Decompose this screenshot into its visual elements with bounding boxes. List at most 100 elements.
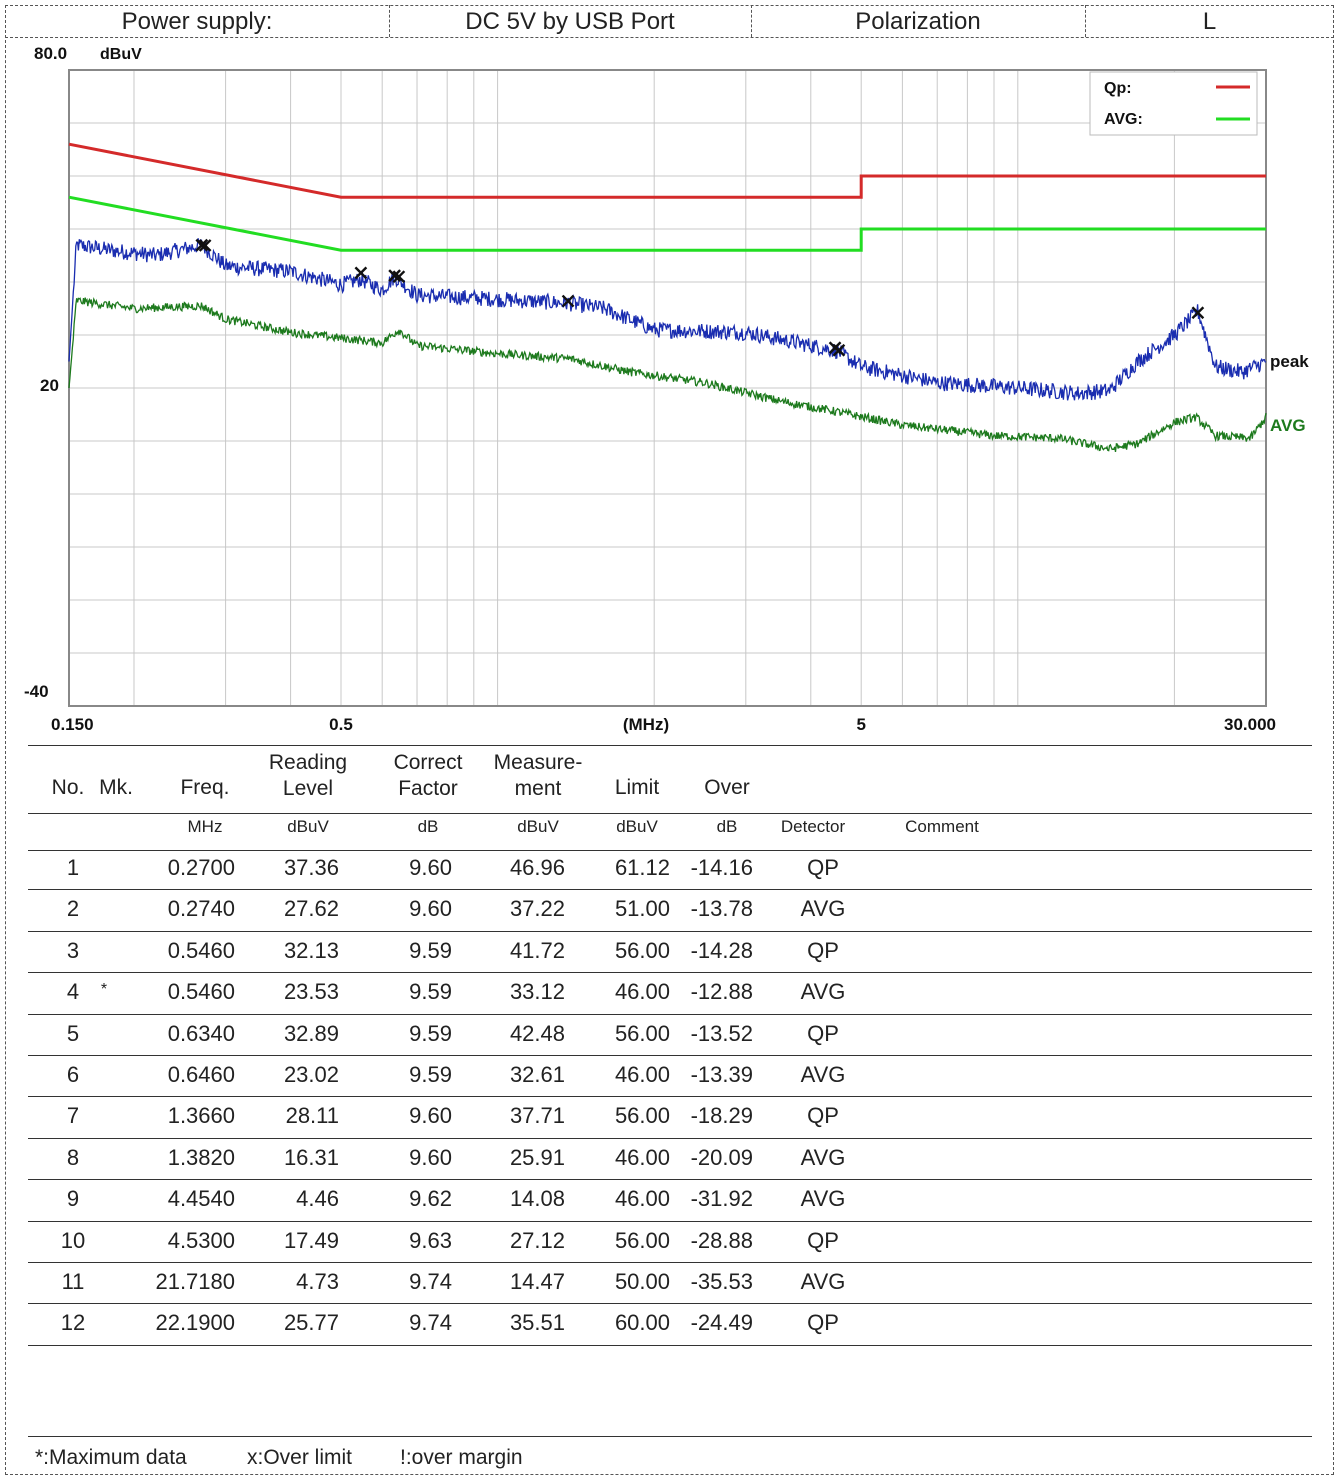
table-cell: 4.4540 bbox=[167, 1186, 235, 1212]
table-cell: 56.00 bbox=[614, 1103, 670, 1129]
marker-stroke bbox=[198, 239, 212, 252]
peak-marker bbox=[1191, 306, 1205, 320]
table-rule bbox=[28, 1303, 1312, 1305]
header-polarization-label: Polarization bbox=[855, 8, 981, 35]
table-cell: 37.36 bbox=[283, 855, 339, 880]
marker-stroke bbox=[388, 269, 401, 282]
table-cell: 28.11 bbox=[285, 1103, 339, 1129]
table-cell: 32.89 bbox=[283, 1020, 339, 1046]
table-cell: AVG bbox=[800, 1144, 846, 1170]
table-cell: AVG bbox=[800, 979, 846, 1005]
table-cell: 41.72 bbox=[509, 937, 565, 963]
column-unit: Comment bbox=[905, 817, 979, 836]
column-unit: dBuV bbox=[287, 817, 329, 836]
limit-line bbox=[68, 142, 1266, 199]
table-cell: 5 bbox=[66, 1020, 80, 1046]
table-cell: 0.6460 bbox=[167, 1062, 235, 1087]
table-rule bbox=[28, 1013, 1312, 1015]
table-cell: 50.00 bbox=[614, 1269, 670, 1294]
table-cell: 46.96 bbox=[509, 855, 565, 880]
x-tick-label: 30.000 bbox=[1224, 715, 1276, 734]
table-cell: AVG bbox=[800, 1186, 846, 1212]
table-cell: 9.74 bbox=[409, 1269, 452, 1294]
header-power-supply-value: DC 5V by USB Port bbox=[465, 8, 675, 35]
table-cell: QP bbox=[807, 1310, 839, 1336]
chart-legend: Qp: AVG: bbox=[1089, 71, 1258, 136]
table-rule bbox=[28, 1179, 1312, 1181]
peak-marker bbox=[388, 269, 401, 282]
header-power-supply-label: Power supply: bbox=[121, 8, 273, 35]
avg-trace-label: AVG bbox=[1270, 416, 1306, 435]
table-cell: 1.3660 bbox=[167, 1103, 235, 1129]
table-cell: 1 bbox=[66, 855, 80, 880]
trace-line bbox=[68, 238, 1267, 401]
table-rule bbox=[28, 1096, 1312, 1098]
legend-avg-label: AVG: bbox=[1104, 111, 1143, 128]
table-rule bbox=[28, 813, 1312, 814]
table-cell: AVG bbox=[800, 896, 846, 922]
table-cell: * bbox=[100, 981, 108, 999]
column-unit: dB bbox=[716, 817, 738, 836]
emission-chart: 0.150 0.5 (MHz) 5 30.000 80.0 20 -40 dBuV Qp: A… bbox=[24, 44, 1309, 734]
column-header: Over bbox=[704, 776, 750, 799]
table-cell: -12.88 bbox=[690, 979, 753, 1005]
report-frame bbox=[5, 5, 1334, 1475]
column-header-line1: Measure- bbox=[493, 751, 583, 774]
header-divider bbox=[751, 5, 752, 37]
table-cell: 46.00 bbox=[614, 979, 670, 1005]
table-cell: 37.71 bbox=[509, 1103, 565, 1129]
table-cell: 9.60 bbox=[409, 896, 452, 922]
peak-markers bbox=[195, 238, 1205, 357]
table-cell: 9 bbox=[66, 1186, 80, 1212]
table-cell: 33.12 bbox=[509, 979, 565, 1005]
table-cell: 9.60 bbox=[409, 1103, 452, 1129]
peak-marker bbox=[195, 238, 209, 252]
table-rule bbox=[28, 1262, 1312, 1263]
table-cell: 42.48 bbox=[509, 1020, 565, 1046]
peak-marker bbox=[392, 270, 406, 284]
table-cell: -14.28 bbox=[690, 937, 753, 963]
table-rule bbox=[28, 1220, 1312, 1222]
marker-stroke bbox=[392, 270, 406, 284]
table-cell: -14.16 bbox=[690, 855, 753, 880]
table-cell: 9.59 bbox=[409, 979, 452, 1005]
table-cell: -13.52 bbox=[690, 1020, 753, 1046]
table-cell: 8 bbox=[66, 1144, 80, 1170]
x-tick-label: 5 bbox=[856, 715, 865, 734]
column-unit: MHz bbox=[187, 817, 223, 836]
column-unit: dBuV bbox=[616, 817, 658, 836]
column-header-line1: Reading bbox=[268, 751, 348, 774]
table-cell: QP bbox=[807, 1227, 839, 1253]
table-cell: 0.6340 bbox=[167, 1020, 235, 1046]
y-unit-label: dBuV bbox=[100, 46, 142, 63]
table-cell: 4.73 bbox=[296, 1269, 339, 1294]
axis-tick-labels: 0.150 0.5 (MHz) 5 30.000 80.0 20 -40 bbox=[24, 44, 1276, 734]
y-tick-label: 20 bbox=[40, 376, 59, 395]
table-cell: 9.59 bbox=[409, 937, 452, 963]
table-cell: 1.3820 bbox=[167, 1144, 235, 1170]
table-cell: -28.88 bbox=[690, 1227, 753, 1253]
table-cell: 12 bbox=[60, 1310, 86, 1336]
table-rule bbox=[28, 1137, 1312, 1139]
peak-trace-label: peak bbox=[1270, 352, 1309, 371]
limit-line bbox=[68, 195, 1266, 252]
table-cell: 35.51 bbox=[509, 1310, 565, 1336]
table-cell: 32.61 bbox=[509, 1062, 565, 1087]
column-header: Mk. bbox=[99, 776, 133, 799]
footnote-over-limit: x:Over limit bbox=[247, 1446, 352, 1469]
table-cell: 0.2700 bbox=[167, 855, 235, 880]
trace-line bbox=[68, 297, 1267, 453]
marker-stroke bbox=[561, 294, 575, 308]
table-rule bbox=[28, 1344, 1312, 1346]
column-header: No. bbox=[51, 776, 85, 799]
table-cell: 46.00 bbox=[614, 1062, 670, 1087]
table-cell: 2 bbox=[66, 896, 80, 922]
table-cell: QP bbox=[807, 1020, 839, 1046]
table-cell: 9.60 bbox=[409, 1144, 452, 1170]
column-header: Limit bbox=[614, 776, 660, 799]
table-cell: 25.77 bbox=[283, 1310, 339, 1336]
table-cell: 46.00 bbox=[614, 1144, 670, 1170]
column-unit: dB bbox=[417, 817, 439, 836]
table-rule bbox=[28, 1055, 1312, 1056]
table-cell: -20.09 bbox=[690, 1144, 753, 1170]
